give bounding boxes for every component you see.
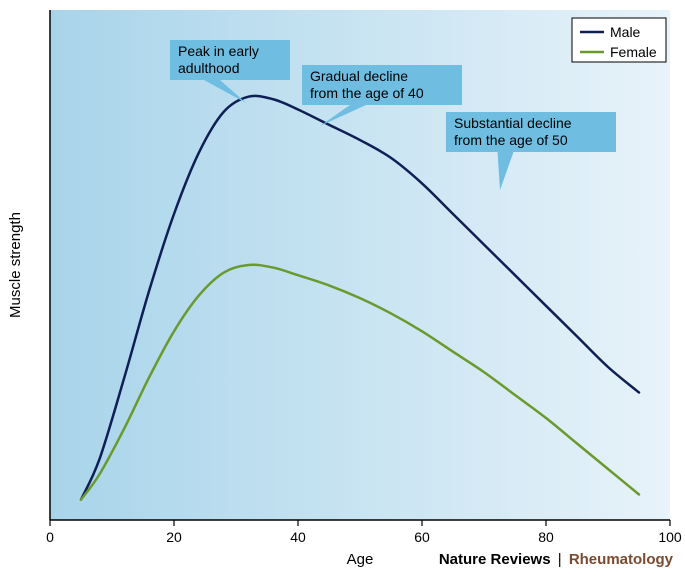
svg-text:Age: Age bbox=[347, 551, 374, 568]
svg-text:from the age of 50: from the age of 50 bbox=[454, 132, 568, 148]
svg-text:0: 0 bbox=[46, 529, 54, 545]
svg-text:Female: Female bbox=[610, 44, 657, 60]
credit-part2: Rheumatology bbox=[569, 551, 673, 568]
credit-part1: Nature Reviews bbox=[439, 551, 551, 568]
svg-text:Muscle strength: Muscle strength bbox=[7, 212, 24, 318]
svg-text:60: 60 bbox=[414, 529, 430, 545]
svg-text:adulthood: adulthood bbox=[178, 60, 240, 76]
svg-text:40: 40 bbox=[290, 529, 306, 545]
svg-text:Substantial decline: Substantial decline bbox=[454, 115, 572, 131]
credit-sep: | bbox=[558, 551, 562, 568]
svg-text:from the age of 40: from the age of 40 bbox=[310, 85, 424, 101]
svg-text:Male: Male bbox=[610, 24, 641, 40]
svg-text:Peak in early: Peak in early bbox=[178, 43, 259, 59]
svg-text:20: 20 bbox=[166, 529, 182, 545]
muscle-strength-chart: 0 20 40 60 80 100 Age Muscle strength Peak in ea… bbox=[0, 0, 685, 576]
svg-text:Gradual decline: Gradual decline bbox=[310, 68, 408, 84]
credit-line: Nature Reviews | Rheumatology bbox=[439, 551, 673, 568]
chart-container: 0 20 40 60 80 100 Age Muscle strength Peak in ea… bbox=[0, 0, 685, 576]
svg-text:80: 80 bbox=[538, 529, 554, 545]
svg-text:100: 100 bbox=[658, 529, 682, 545]
